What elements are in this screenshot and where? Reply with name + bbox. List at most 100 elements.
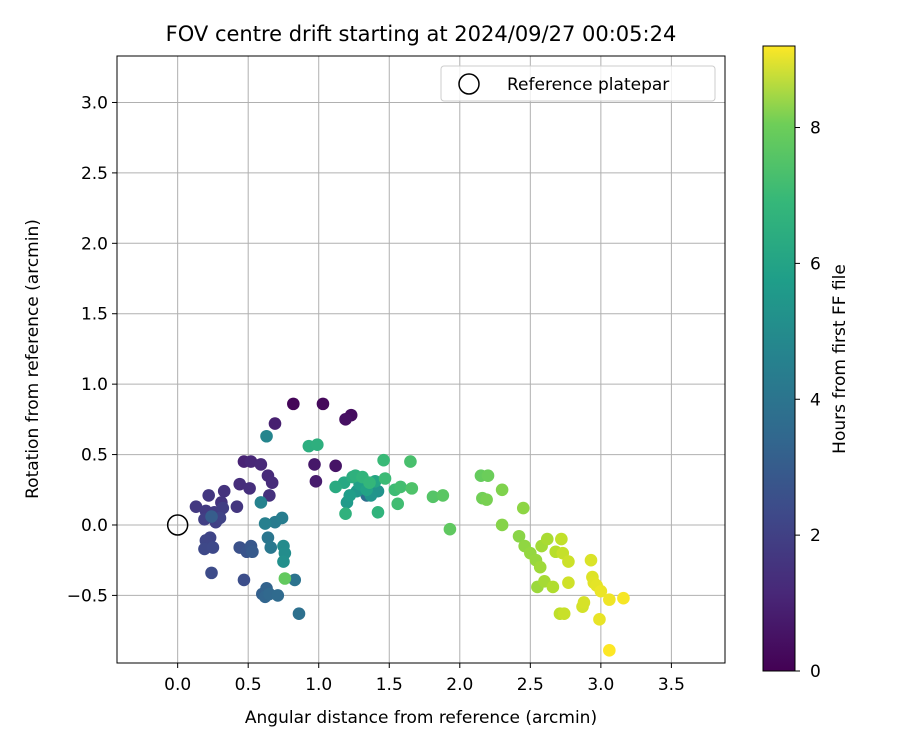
data-point xyxy=(254,496,268,509)
data-point xyxy=(246,545,259,559)
x-axis-label: Angular distance from reference (arcmin) xyxy=(245,708,597,728)
data-point xyxy=(311,438,324,452)
data-point xyxy=(443,522,457,536)
data-point xyxy=(205,510,218,523)
data-point xyxy=(533,560,547,574)
data-point xyxy=(481,469,495,482)
data-point xyxy=(265,476,279,490)
grid-lines xyxy=(117,56,725,663)
colorbar-tick-label: 6 xyxy=(810,254,821,274)
data-point xyxy=(288,573,302,587)
y-axis-label: Rotation from reference (arcmin) xyxy=(23,219,43,499)
scatter-points xyxy=(189,397,630,657)
data-point xyxy=(391,497,405,511)
data-point xyxy=(216,501,230,515)
data-point xyxy=(404,455,417,468)
data-point xyxy=(244,455,258,468)
data-point xyxy=(237,573,251,587)
data-point xyxy=(275,511,289,525)
data-point xyxy=(271,589,285,602)
data-point xyxy=(264,541,278,554)
x-tick-label: 1.0 xyxy=(305,675,332,695)
colorbar-tick-label: 4 xyxy=(810,390,821,410)
data-point xyxy=(512,529,526,543)
colorbar-label: Hours from first FF file xyxy=(830,264,850,454)
data-point xyxy=(309,475,323,488)
data-point xyxy=(189,500,203,513)
colorbar-tick-label: 8 xyxy=(810,119,821,139)
y-tick-label: 1.5 xyxy=(81,305,108,325)
y-tick-label: 3.0 xyxy=(81,93,108,113)
data-point xyxy=(480,493,493,506)
data-point xyxy=(594,584,608,598)
data-point xyxy=(555,532,568,546)
x-tick-label: 3.5 xyxy=(658,675,685,695)
x-axis-ticks: 0.0 0.5 1.0 1.5 2.0 2.5 3.0 3.5 xyxy=(164,663,685,695)
data-point xyxy=(495,518,509,532)
data-point xyxy=(292,607,306,621)
data-point xyxy=(516,501,530,515)
x-tick-label: 2.5 xyxy=(517,675,544,695)
data-point xyxy=(217,484,231,498)
data-point xyxy=(339,413,352,426)
legend-marker-icon xyxy=(458,73,480,95)
data-point xyxy=(562,555,575,568)
data-point xyxy=(233,477,247,491)
x-tick-label: 3.0 xyxy=(587,675,614,695)
data-point xyxy=(329,480,342,494)
chart-title: FOV centre drift starting at 2024/09/27 … xyxy=(166,22,677,46)
data-point xyxy=(263,489,276,502)
data-point xyxy=(405,482,419,495)
data-point xyxy=(287,397,300,411)
y-tick-label: 0.5 xyxy=(81,446,108,466)
data-point xyxy=(363,476,376,490)
legend-label: Reference platepar xyxy=(507,75,669,95)
x-tick-label: 0.0 xyxy=(164,675,191,695)
x-tick-label: 1.5 xyxy=(376,675,403,695)
legend: Reference platepar xyxy=(440,65,716,102)
data-point xyxy=(377,453,390,467)
data-point xyxy=(261,531,275,544)
data-point xyxy=(436,489,450,502)
y-tick-label: 2.5 xyxy=(81,164,108,184)
data-point xyxy=(577,596,591,609)
data-point xyxy=(371,506,385,519)
y-axis-ticks: −0.5 0.0 0.5 1.0 1.5 2.0 2.5 3.0 xyxy=(67,93,117,606)
data-point xyxy=(316,397,330,411)
data-point xyxy=(343,489,357,502)
data-point xyxy=(260,429,273,443)
data-point xyxy=(308,458,321,471)
data-point xyxy=(540,532,554,546)
data-point xyxy=(278,572,292,585)
x-tick-label: 0.5 xyxy=(235,675,262,695)
y-tick-label: 1.0 xyxy=(81,375,108,395)
data-point xyxy=(394,480,407,494)
data-point xyxy=(426,490,440,504)
data-point xyxy=(495,483,509,497)
data-point xyxy=(603,593,616,606)
data-point xyxy=(258,517,272,530)
data-point xyxy=(268,417,282,430)
plot-frame xyxy=(116,55,726,664)
colorbar-tick-label: 0 xyxy=(810,662,821,682)
reference-marker xyxy=(166,514,189,536)
data-point xyxy=(230,500,244,513)
data-point xyxy=(339,507,352,521)
legend-frame xyxy=(440,65,716,102)
data-point xyxy=(329,459,342,473)
data-point xyxy=(254,458,268,471)
colorbar-tick-label: 2 xyxy=(810,526,821,546)
data-point xyxy=(617,591,630,605)
y-tick-label: 2.0 xyxy=(81,234,108,254)
y-tick-label: 0.0 xyxy=(81,516,108,536)
data-point xyxy=(378,472,392,485)
data-point xyxy=(584,553,598,567)
colorbar xyxy=(762,45,796,672)
data-point xyxy=(243,482,256,495)
data-point xyxy=(206,541,220,554)
x-tick-label: 2.0 xyxy=(446,675,473,695)
data-point xyxy=(562,576,575,590)
data-point xyxy=(593,613,606,626)
data-point xyxy=(205,566,218,580)
